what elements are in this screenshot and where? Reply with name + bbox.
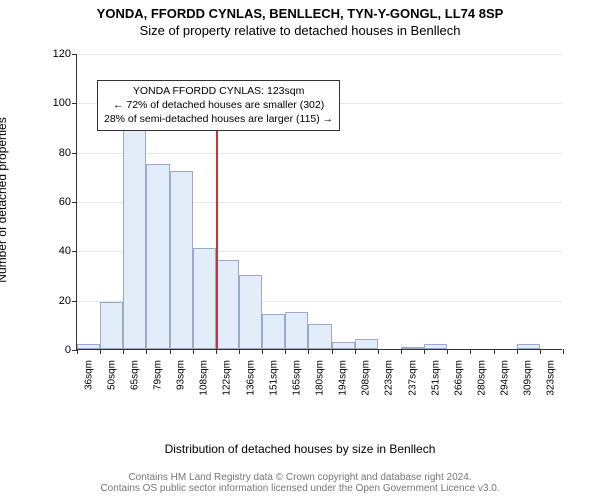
x-tick-label: 136sqm	[245, 360, 256, 396]
x-tick-mark	[146, 349, 147, 354]
x-tick-mark	[193, 349, 194, 354]
x-tick-mark	[332, 349, 333, 354]
histogram-bar	[123, 120, 146, 349]
x-tick-label: 208sqm	[361, 360, 372, 396]
y-tick-label: 0	[41, 344, 71, 356]
histogram-bar	[332, 342, 355, 349]
x-tick-mark	[424, 349, 425, 354]
x-tick-mark	[216, 349, 217, 354]
grid-line	[77, 54, 562, 55]
histogram-bar	[77, 344, 100, 349]
x-tick-label: 122sqm	[222, 360, 233, 396]
y-tick-mark	[72, 153, 77, 154]
x-tick-label: 50sqm	[106, 360, 117, 390]
x-tick-label: 251sqm	[430, 360, 441, 396]
y-tick-mark	[72, 251, 77, 252]
x-tick-mark	[285, 349, 286, 354]
y-tick-mark	[72, 301, 77, 302]
info-box-line1: YONDA FFORDD CYNLAS: 123sqm	[104, 84, 333, 98]
x-tick-label: 151sqm	[268, 360, 279, 396]
marker-line	[216, 95, 218, 349]
histogram-bar	[193, 248, 216, 349]
x-tick-mark	[447, 349, 448, 354]
x-tick-mark	[170, 349, 171, 354]
histogram-bar	[424, 344, 447, 349]
x-tick-label: 323sqm	[546, 360, 557, 396]
y-tick-mark	[72, 103, 77, 104]
x-tick-mark	[100, 349, 101, 354]
x-tick-label: 266sqm	[453, 360, 464, 396]
histogram-bar	[285, 312, 308, 349]
y-tick-label: 120	[41, 48, 71, 60]
x-tick-mark	[517, 349, 518, 354]
grid-line	[77, 153, 562, 154]
x-tick-label: 36sqm	[83, 360, 94, 390]
page-subtitle: Size of property relative to detached ho…	[0, 23, 600, 38]
x-tick-mark	[401, 349, 402, 354]
page-title: YONDA, FFORDD CYNLAS, BENLLECH, TYN-Y-GO…	[0, 6, 600, 21]
y-tick-label: 20	[41, 295, 71, 307]
histogram-bar	[262, 314, 285, 349]
x-tick-label: 180sqm	[315, 360, 326, 396]
y-axis-label: Number of detached properties	[0, 117, 9, 282]
x-tick-mark	[470, 349, 471, 354]
x-tick-label: 65sqm	[129, 360, 140, 390]
histogram-bar	[216, 260, 239, 349]
histogram-bar	[355, 339, 378, 349]
x-tick-label: 93sqm	[176, 360, 187, 390]
x-tick-mark	[563, 349, 564, 354]
histogram-bar	[401, 347, 424, 349]
x-tick-mark	[77, 349, 78, 354]
histogram-bar	[100, 302, 123, 349]
x-tick-mark	[378, 349, 379, 354]
x-tick-mark	[239, 349, 240, 354]
plot-area: 02040608010012036sqm50sqm65sqm79sqm93sqm…	[76, 54, 562, 350]
credits: Contains HM Land Registry data © Crown c…	[0, 472, 600, 494]
y-tick-mark	[72, 54, 77, 55]
x-tick-label: 223sqm	[384, 360, 395, 396]
chart-container: 0 20 40 60 80 100 120 36sqm 50sqm 65sqm 79sqm 93sqm…	[40, 48, 570, 408]
x-tick-label: 108sqm	[199, 360, 210, 396]
x-tick-mark	[123, 349, 124, 354]
x-tick-label: 165sqm	[291, 360, 302, 396]
x-tick-mark	[355, 349, 356, 354]
y-tick-label: 40	[41, 245, 71, 257]
info-box-line2: ← 72% of detached houses are smaller (30…	[104, 98, 333, 112]
x-axis-caption: Distribution of detached houses by size …	[0, 442, 600, 456]
histogram-bar	[308, 324, 331, 349]
x-tick-label: 294sqm	[500, 360, 511, 396]
histogram-bar	[146, 164, 169, 349]
x-tick-label: 237sqm	[407, 360, 418, 396]
histogram-bar	[239, 275, 262, 349]
histogram-bar	[517, 344, 540, 349]
histogram-bar	[170, 171, 193, 349]
x-tick-label: 194sqm	[338, 360, 349, 396]
x-tick-label: 79sqm	[153, 360, 164, 390]
x-tick-label: 280sqm	[477, 360, 488, 396]
x-tick-mark	[262, 349, 263, 354]
y-tick-label: 60	[41, 196, 71, 208]
credits-line2: Contains OS public sector information li…	[0, 483, 600, 494]
y-tick-mark	[72, 202, 77, 203]
x-tick-mark	[308, 349, 309, 354]
x-tick-label: 309sqm	[523, 360, 534, 396]
y-tick-label: 100	[41, 97, 71, 109]
info-box: YONDA FFORDD CYNLAS: 123sqm ← 72% of det…	[97, 80, 340, 131]
x-tick-mark	[540, 349, 541, 354]
y-tick-label: 80	[41, 147, 71, 159]
x-tick-mark	[494, 349, 495, 354]
credits-line1: Contains HM Land Registry data © Crown c…	[0, 472, 600, 483]
info-box-line3: 28% of semi-detached houses are larger (…	[104, 112, 333, 126]
